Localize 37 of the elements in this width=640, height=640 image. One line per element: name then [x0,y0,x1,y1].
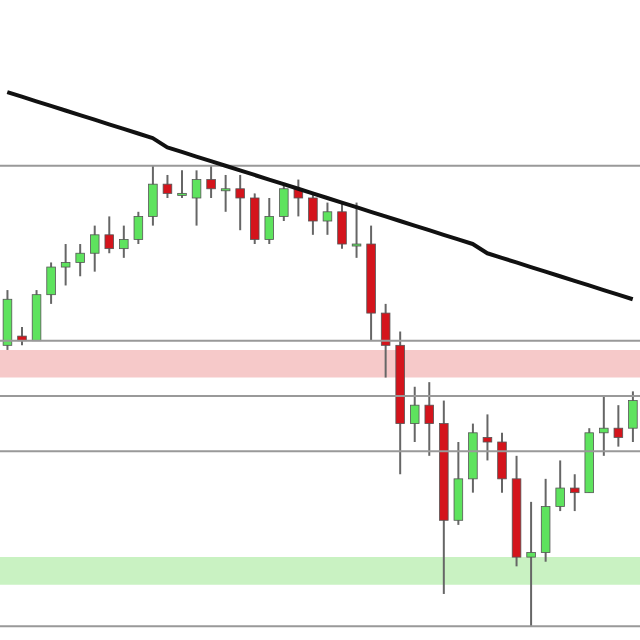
candlestick [482,413,493,462]
candlestick [90,224,100,273]
candlestick [351,201,362,259]
candlestick [308,192,318,236]
candlestick [250,192,260,246]
candlestick [424,381,434,457]
candlestick [410,385,420,444]
candlestick [322,201,333,236]
candlestick [235,173,245,232]
candlestick [337,201,347,250]
candlestick [148,164,158,227]
candlestick [599,394,609,457]
candlestick [540,477,551,563]
candlestick [555,459,565,513]
candlestick [453,441,464,526]
candlestick [162,173,173,199]
candlestick [613,404,624,448]
candlestick [60,243,71,287]
candlestick [104,215,114,255]
candlestick [177,169,187,199]
candlestick [220,173,231,213]
candlestick [628,390,638,444]
candlestick [31,289,42,342]
candlestick [468,422,478,494]
candlestick [497,431,507,494]
candlestick [119,224,129,259]
candlestick [46,261,56,305]
candlestick [526,500,536,628]
candlestick [380,302,391,379]
candlestick [133,210,144,246]
candlestick [570,473,580,513]
candlestick [191,169,202,227]
candlestick [279,183,289,223]
candlestick [75,243,85,278]
candlestick [206,164,216,199]
candlestick [264,196,274,246]
candlestick [2,289,13,351]
